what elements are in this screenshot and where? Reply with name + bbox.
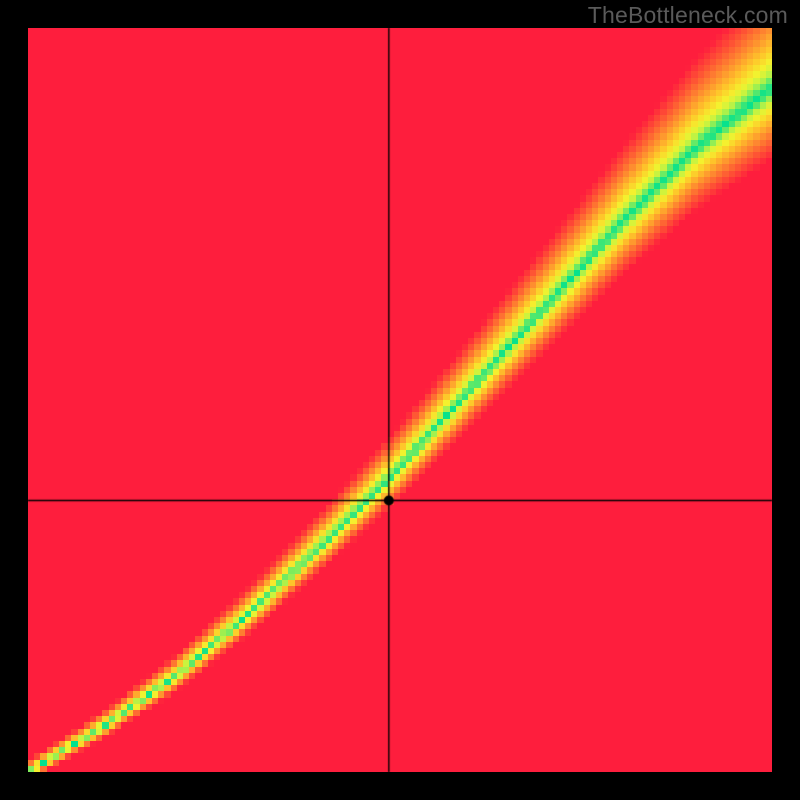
chart-container: TheBottleneck.com (0, 0, 800, 800)
overlay-canvas (0, 0, 800, 800)
watermark-text: TheBottleneck.com (588, 2, 788, 29)
